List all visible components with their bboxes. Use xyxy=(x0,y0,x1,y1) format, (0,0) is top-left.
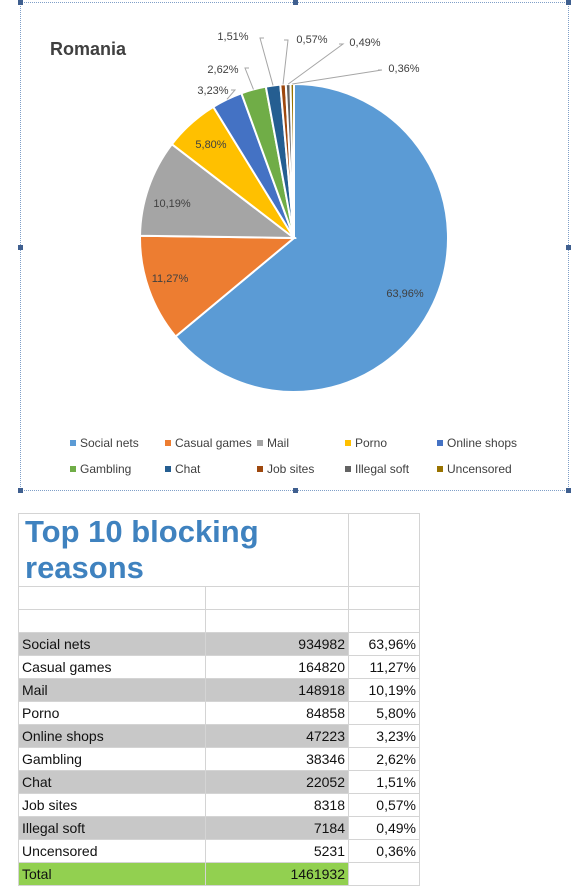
leader-line xyxy=(226,89,237,100)
slice-data-label: 63,96% xyxy=(386,288,424,300)
pie-slice-mail xyxy=(139,142,298,240)
slice-data-label: 2,62% xyxy=(207,64,238,76)
slice-data-label: 1,51% xyxy=(217,31,248,43)
leader-line xyxy=(244,67,254,90)
slice-data-label: 3,23% xyxy=(197,85,228,97)
slice-data-label: 10,19% xyxy=(153,198,191,210)
pie-slice-social-nets xyxy=(174,82,449,393)
legend-entry: Online shops xyxy=(447,436,517,450)
legend-entry: Casual games xyxy=(175,436,252,450)
legend-swatch xyxy=(257,466,263,472)
slice-data-label: 0,57% xyxy=(296,34,327,46)
leader-line xyxy=(282,39,289,85)
percent-cell: 1,51% xyxy=(348,770,420,794)
table-row: Casual games 164820 11,27% xyxy=(18,655,420,679)
resize-handle[interactable] xyxy=(293,488,298,493)
count-cell: 38346 xyxy=(205,747,349,771)
reason-cell: Illegal soft xyxy=(18,816,206,840)
table-row: Social nets 934982 63,96% xyxy=(18,632,420,656)
percent-cell: 0,49% xyxy=(348,816,420,840)
table-row: Mail 148918 10,19% xyxy=(18,678,420,702)
chart-title: Romania xyxy=(50,39,127,59)
resize-handle[interactable] xyxy=(18,245,23,250)
chart-frame xyxy=(18,0,571,493)
slice-data-label: 11,27% xyxy=(152,273,189,285)
pie-slice-casual-games xyxy=(139,234,297,338)
reason-cell: Social nets xyxy=(18,632,206,656)
legend-swatch xyxy=(70,466,76,472)
legend-swatch xyxy=(437,440,443,446)
table-empty-row xyxy=(18,586,420,610)
legend-swatch xyxy=(165,440,171,446)
count-cell: 934982 xyxy=(205,632,349,656)
count-cell: 148918 xyxy=(205,678,349,702)
resize-handle[interactable] xyxy=(18,0,23,5)
blocking-reasons-table: Top 10 blocking reasons Social nets 93498… xyxy=(18,513,420,886)
legend-entry: Job sites xyxy=(267,462,314,476)
leader-line xyxy=(287,43,345,85)
reason-cell: Casual games xyxy=(18,655,206,679)
count-cell: 47223 xyxy=(205,724,349,748)
table-title-row: Top 10 blocking reasons xyxy=(18,513,420,587)
table-row: Gambling 38346 2,62% xyxy=(18,747,420,771)
table-row: Chat 22052 1,51% xyxy=(18,770,420,794)
legend-entry: Gambling xyxy=(80,462,131,476)
slice-data-label: 5,80% xyxy=(195,139,226,151)
count-cell: 84858 xyxy=(205,701,349,725)
table-title: Top 10 blocking reasons xyxy=(18,513,349,587)
resize-handle[interactable] xyxy=(293,0,298,5)
legend-swatch xyxy=(257,440,263,446)
table-row: Uncensored 5231 0,36% xyxy=(18,839,420,863)
slice-data-label: 0,49% xyxy=(349,37,380,49)
total-value: 1461932 xyxy=(205,862,349,886)
percent-cell: 3,23% xyxy=(348,724,420,748)
legend-entry: Chat xyxy=(175,462,201,476)
percent-cell: 63,96% xyxy=(348,632,420,656)
count-cell: 164820 xyxy=(205,655,349,679)
total-empty xyxy=(348,862,420,886)
resize-handle[interactable] xyxy=(566,488,571,493)
resize-handle[interactable] xyxy=(18,488,23,493)
legend-entry: Mail xyxy=(267,436,289,450)
reason-cell: Chat xyxy=(18,770,206,794)
reason-cell: Porno xyxy=(18,701,206,725)
table-row: Porno 84858 5,80% xyxy=(18,701,420,725)
legend-entry: Illegal soft xyxy=(355,462,410,476)
percent-cell: 11,27% xyxy=(348,655,420,679)
reason-cell: Online shops xyxy=(18,724,206,748)
legend-entry: Uncensored xyxy=(447,462,512,476)
percent-cell: 10,19% xyxy=(348,678,420,702)
leader-line xyxy=(292,69,383,85)
table-empty-row xyxy=(18,609,420,633)
legend-swatch xyxy=(70,440,76,446)
legend-swatch xyxy=(165,466,171,472)
percent-cell: 0,57% xyxy=(348,793,420,817)
count-cell: 7184 xyxy=(205,816,349,840)
slice-data-label: 0,36% xyxy=(388,63,419,75)
total-label: Total xyxy=(18,862,206,886)
legend-swatch xyxy=(345,466,351,472)
resize-handle[interactable] xyxy=(566,0,571,5)
percent-cell: 5,80% xyxy=(348,701,420,725)
count-cell: 22052 xyxy=(205,770,349,794)
legend-swatch xyxy=(437,466,443,472)
table-row: Online shops 47223 3,23% xyxy=(18,724,420,748)
reason-cell: Mail xyxy=(18,678,206,702)
legend-entry: Porno xyxy=(355,436,387,450)
legend-swatch xyxy=(345,440,351,446)
count-cell: 8318 xyxy=(205,793,349,817)
count-cell: 5231 xyxy=(205,839,349,863)
table-total-row: Total 1461932 xyxy=(18,862,420,886)
legend-entry: Social nets xyxy=(80,436,139,450)
resize-handle[interactable] xyxy=(566,245,571,250)
leader-line xyxy=(259,37,274,86)
table-row: Job sites 8318 0,57% xyxy=(18,793,420,817)
percent-cell: 0,36% xyxy=(348,839,420,863)
reason-cell: Job sites xyxy=(18,793,206,817)
reason-cell: Uncensored xyxy=(18,839,206,863)
table-row: Illegal soft 7184 0,49% xyxy=(18,816,420,840)
reason-cell: Gambling xyxy=(18,747,206,771)
percent-cell: 2,62% xyxy=(348,747,420,771)
pie-chart: Romania 63,96% 11,27% 10,19% 5,80% 3,23% 2,62… xyxy=(50,31,517,476)
